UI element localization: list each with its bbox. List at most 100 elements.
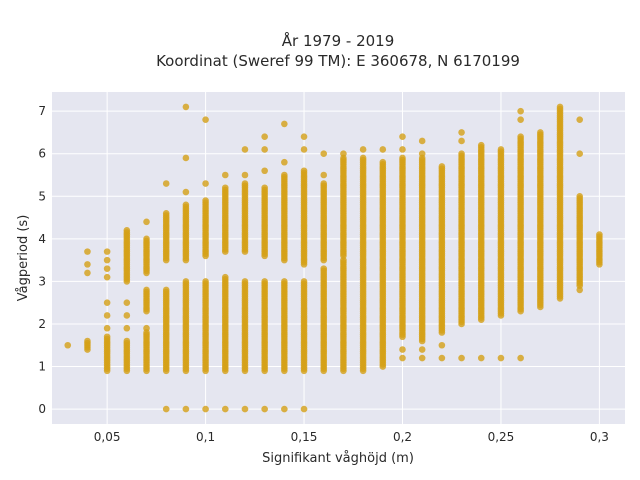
- data-point: [300, 146, 308, 153]
- data-point: [162, 405, 170, 413]
- data-point: [596, 231, 603, 238]
- data-point: [84, 337, 91, 345]
- data-point: [221, 171, 229, 179]
- data-point: [123, 299, 131, 306]
- data-point: [103, 333, 111, 341]
- x-tick-label: 0,2: [393, 430, 412, 444]
- data-point: [221, 184, 229, 192]
- y-axis-ticks: 0 1 2 3 4 5 6 7: [38, 104, 46, 416]
- y-axis-label: Vågperiod (s): [16, 215, 31, 302]
- data-point: [300, 405, 308, 413]
- data-point: [84, 269, 91, 277]
- data-point: [517, 116, 524, 123]
- data-point: [182, 103, 190, 111]
- data-point: [241, 146, 249, 153]
- data-point: [438, 354, 446, 362]
- data-point: [143, 286, 150, 294]
- data-point: [202, 405, 209, 413]
- data-point: [241, 405, 249, 413]
- data-point: [399, 346, 406, 353]
- y-tick-label: 3: [38, 274, 46, 288]
- x-tick-label: 0,05: [94, 430, 121, 444]
- data-point: [143, 235, 150, 243]
- x-axis-label: Signifikant våghöjd (m): [262, 451, 414, 466]
- data-point: [281, 171, 288, 179]
- x-axis-ticks: 0,05 0,1 0,15 0,2 0,25 0,3: [94, 430, 609, 444]
- data-point: [103, 299, 111, 306]
- data-point: [162, 210, 170, 217]
- data-point: [517, 107, 524, 115]
- data-point: [261, 133, 268, 140]
- data-point: [576, 192, 584, 200]
- data-point: [576, 116, 584, 123]
- data-point: [241, 278, 249, 285]
- data-point: [182, 154, 190, 162]
- data-point: [123, 337, 131, 345]
- data-point: [359, 154, 367, 162]
- data-point: [64, 341, 72, 349]
- data-points: [64, 103, 603, 413]
- y-tick-label: 7: [38, 104, 46, 118]
- x-tick-label: 0,25: [488, 430, 515, 444]
- data-point: [221, 405, 229, 413]
- chart-title-line2: Koordinat (Sweref 99 TM): E 360678, N 61…: [156, 52, 520, 70]
- data-point: [320, 180, 328, 187]
- data-point: [399, 146, 406, 153]
- data-point: [123, 227, 131, 234]
- data-point: [103, 324, 111, 332]
- data-point: [399, 354, 406, 362]
- data-point: [556, 103, 564, 111]
- data-point: [320, 150, 328, 158]
- data-point: [202, 278, 209, 285]
- data-point: [418, 137, 426, 145]
- data-point: [261, 184, 268, 192]
- data-point: [438, 341, 446, 349]
- data-point: [320, 171, 328, 179]
- data-point: [182, 201, 190, 209]
- data-point: [418, 354, 426, 362]
- data-point: [477, 354, 485, 362]
- data-point: [379, 158, 387, 166]
- data-point: [182, 405, 190, 413]
- data-point: [438, 163, 446, 170]
- data-point: [576, 286, 584, 294]
- data-point: [182, 188, 190, 196]
- data-point: [300, 167, 308, 175]
- data-point: [261, 146, 268, 153]
- y-tick-label: 1: [38, 360, 46, 374]
- data-point: [418, 346, 426, 353]
- data-point: [241, 171, 249, 179]
- data-point: [418, 150, 426, 158]
- data-point: [458, 137, 465, 145]
- data-point: [281, 405, 288, 413]
- x-tick-label: 0,3: [590, 430, 609, 444]
- data-point: [281, 120, 288, 128]
- y-tick-label: 6: [38, 147, 46, 161]
- data-point: [103, 248, 111, 255]
- data-point: [320, 265, 328, 272]
- data-point: [261, 167, 268, 175]
- data-point: [143, 218, 150, 226]
- data-point: [103, 312, 111, 319]
- data-point: [84, 261, 91, 268]
- x-tick-label: 0,15: [291, 430, 318, 444]
- data-point: [123, 324, 131, 332]
- data-point: [399, 133, 406, 140]
- data-point: [300, 278, 308, 285]
- y-tick-label: 4: [38, 232, 46, 246]
- data-point: [84, 248, 91, 255]
- data-point: [202, 116, 209, 123]
- data-point: [359, 146, 367, 153]
- data-point: [123, 312, 131, 319]
- data-point: [261, 405, 268, 413]
- data-point: [340, 150, 347, 158]
- chart-title-line1: År 1979 - 2019: [282, 31, 395, 50]
- y-tick-label: 2: [38, 317, 46, 331]
- data-point: [162, 180, 170, 187]
- data-point: [103, 265, 111, 272]
- data-point: [458, 129, 465, 136]
- data-point: [241, 180, 249, 187]
- data-point: [517, 354, 524, 362]
